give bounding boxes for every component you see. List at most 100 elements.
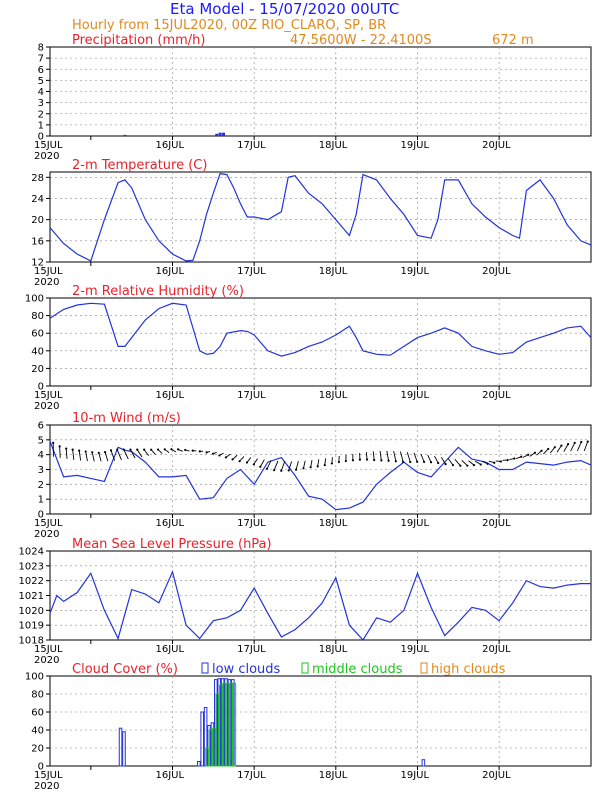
y-tick-label: 2 (38, 109, 44, 120)
wind-arrow-head (493, 461, 496, 464)
series-line (49, 302, 592, 357)
cloud-bar-1 (218, 684, 223, 767)
wind-arrow-head (553, 446, 556, 449)
wind-arrow (386, 450, 390, 461)
wind-arrow-head (479, 463, 482, 466)
wind-arrow (556, 445, 562, 453)
y-tick-label: 5 (38, 76, 44, 87)
y-tick-label: 2 (38, 480, 44, 491)
wind-arrow-head (245, 461, 249, 464)
wind-arrow-head (238, 460, 241, 463)
wind-arrow-head (109, 449, 113, 452)
cloud-bar-1 (212, 727, 216, 767)
wind-arrow-head (198, 450, 201, 453)
legend-middle-label: middle clouds (312, 662, 403, 677)
x-year-label: 2020 (34, 781, 59, 792)
y-tick-label: 8 (38, 43, 44, 54)
wind-arrow-head (486, 462, 489, 465)
elevation-label: 672 m (492, 33, 534, 48)
legend-high-swatch (420, 662, 428, 674)
y-tick-label: 1024 (19, 547, 44, 558)
wind-arrow-head (205, 451, 208, 454)
wind-arrow-head (218, 454, 221, 457)
wind-arrow (461, 459, 468, 467)
wind-arrow-head (560, 444, 563, 447)
wind-arrow-head (520, 455, 523, 458)
wind-arrow-head (451, 463, 455, 467)
y-tick-label: 0 (38, 510, 44, 521)
wind-arrow-head (156, 448, 160, 451)
cloud-bar-0 (421, 759, 426, 767)
wind-arrow-head (437, 461, 440, 465)
x-tick-label: 16JUL (155, 770, 184, 781)
wind-arrow (563, 443, 569, 452)
legend-high-label: high clouds (431, 662, 506, 677)
wind-arrow-head (91, 451, 94, 454)
wind-arrow-head (170, 448, 173, 451)
wind-arrow-head (586, 440, 589, 443)
x-tick-label: 19JUL (400, 140, 429, 151)
wind-arrow-head (472, 464, 476, 467)
y-tick-label: 20 (31, 364, 44, 375)
wind-arrow-head (129, 448, 132, 451)
panel-5: 0 20 40 60 80 100 15JUL 16JUL 17JUL 18JUL 19JUL 20J… (25, 662, 592, 792)
wind-arrow (406, 451, 411, 463)
model-title: Eta Model - 15/07/2020 00UTC (170, 0, 399, 18)
wind-arrow-head (143, 448, 146, 451)
x-tick-label: 16JUL (155, 390, 184, 401)
wind-arrow-head (52, 441, 55, 444)
y-tick-label: 20 (31, 744, 44, 755)
x-tick-label: 16JUL (155, 266, 184, 277)
x-tick-label: 19JUL (400, 644, 429, 655)
y-tick-label: 40 (31, 346, 44, 357)
wind-arrow (143, 449, 150, 457)
panel-title: Cloud Cover (%) (72, 662, 178, 677)
x-year-label: 2020 (34, 655, 59, 666)
x-year-label: 2020 (34, 401, 59, 412)
wind-arrow-head (272, 469, 276, 472)
x-tick-label: 16JUL (155, 644, 184, 655)
wind-arrow-head (65, 447, 68, 450)
y-tick-label: 1022 (19, 576, 44, 587)
cloud-bar-0 (197, 761, 201, 767)
wind-arrow-head (466, 464, 469, 467)
y-tick-label: 100 (25, 672, 44, 683)
x-year-label: 2020 (34, 151, 59, 162)
wind-arrow (303, 460, 306, 469)
series-line (49, 569, 591, 641)
wind-arrow-head (302, 467, 305, 470)
wind-arrow-head (116, 448, 119, 451)
x-tick-label: 17JUL (237, 770, 266, 781)
y-tick-label: 80 (31, 690, 44, 701)
wind-arrow-head (402, 460, 405, 463)
panel-2: 0 20 40 60 80 100 15JUL 16JUL 17JUL 18JUL 19JUL 20J… (25, 284, 592, 412)
wind-arrow (543, 448, 549, 455)
x-tick-label: 17JUL (237, 518, 266, 529)
wind-arrow (549, 446, 556, 454)
wind-arrow-head (580, 440, 583, 444)
precip-bar (218, 132, 222, 136)
wind-arrow (440, 457, 446, 465)
x-tick-label: 20JUL (482, 770, 511, 781)
cloud-bar-0 (200, 711, 205, 767)
wind-arrow-head (429, 461, 433, 464)
x-tick-label: 19JUL (400, 390, 429, 401)
run-subtitle: Hourly from 15JUL2020, 00Z RIO_CLARO, SP… (72, 18, 386, 33)
precip-bar (123, 134, 127, 136)
wind-arrow (259, 459, 265, 467)
y-tick-label: 16 (31, 236, 44, 247)
cloud-bar-1 (225, 682, 230, 767)
y-tick-label: 3 (38, 465, 44, 476)
wind-arrow (85, 451, 88, 462)
y-tick-label: 6 (38, 421, 44, 432)
wind-arrow (110, 450, 116, 461)
wind-arrow-head (97, 451, 100, 454)
wind-arrow (295, 461, 299, 470)
wind-arrow-head (136, 448, 139, 451)
wind-arrow-head (191, 449, 194, 452)
panel-title: Precipitation (mm/h) (72, 33, 205, 48)
wind-arrow (130, 449, 136, 459)
wind-arrow (72, 449, 75, 460)
x-tick-label: 15JUL (34, 390, 63, 401)
x-tick-label: 17JUL (237, 140, 266, 151)
